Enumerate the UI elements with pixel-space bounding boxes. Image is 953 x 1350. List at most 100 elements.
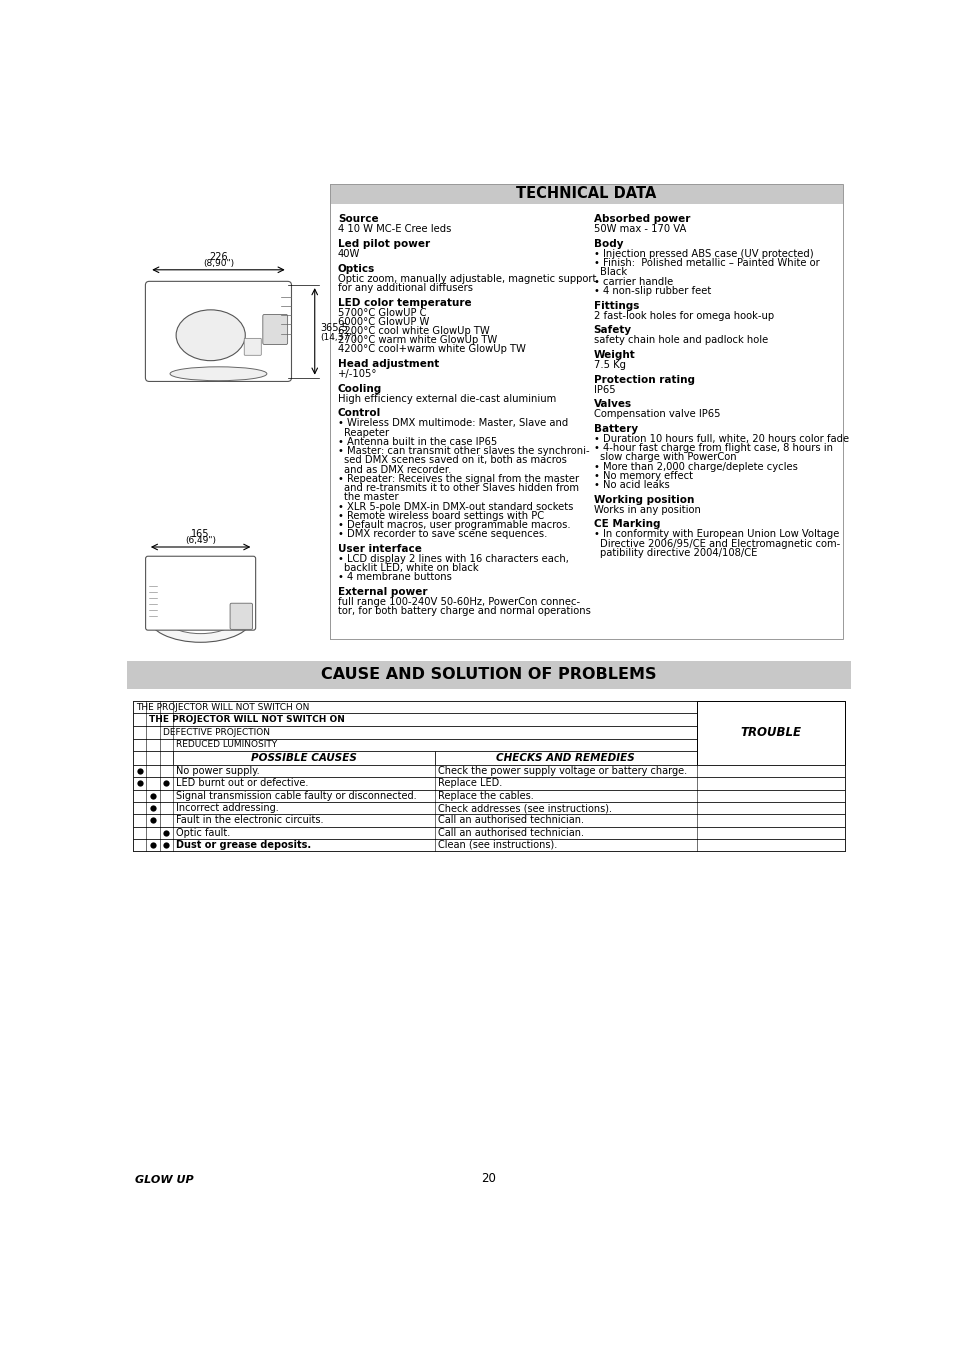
Text: LED burnt out or defective.: LED burnt out or defective. (175, 779, 308, 788)
Text: GLOW UP: GLOW UP (134, 1174, 193, 1184)
Text: 165: 165 (192, 529, 210, 539)
Text: • Default macros, user programmable macros.: • Default macros, user programmable macr… (337, 520, 570, 531)
Bar (133, 826, 843, 838)
Text: • Injection pressed ABS case (UV protected): • Injection pressed ABS case (UV protect… (593, 248, 812, 259)
Text: Led pilot power: Led pilot power (337, 239, 430, 248)
Text: safety chain hole and padlock hole: safety chain hole and padlock hole (593, 335, 767, 346)
Text: • 4 membrane buttons: • 4 membrane buttons (337, 572, 451, 582)
Bar (133, 738, 696, 751)
Text: • More than 2,000 charge/deplete cycles: • More than 2,000 charge/deplete cycles (593, 462, 797, 471)
Text: Fittings: Fittings (593, 301, 639, 310)
Text: • 4 non-slip rubber feet: • 4 non-slip rubber feet (593, 286, 710, 296)
Text: Black: Black (599, 267, 626, 278)
Text: Optic zoom, manually adjustable, magnetic support: Optic zoom, manually adjustable, magneti… (337, 274, 596, 284)
Text: 2 fast-look holes for omega hook-up: 2 fast-look holes for omega hook-up (593, 310, 773, 320)
Text: • Finish:  Polished metallic – Painted White or: • Finish: Polished metallic – Painted Wh… (593, 258, 819, 269)
Text: 226: 226 (209, 252, 228, 262)
Text: for any additional diffusers: for any additional diffusers (337, 284, 473, 293)
Bar (330, 184, 842, 640)
FancyBboxPatch shape (244, 339, 261, 355)
Text: Signal transmission cable faulty or disconnected.: Signal transmission cable faulty or disc… (175, 791, 416, 801)
Text: Replace the cables.: Replace the cables. (437, 791, 533, 801)
Text: TECHNICAL DATA: TECHNICAL DATA (516, 186, 656, 201)
Bar (133, 838, 843, 850)
Text: Absorbed power: Absorbed power (593, 215, 689, 224)
Bar (133, 802, 843, 814)
Text: Protection rating: Protection rating (593, 374, 694, 385)
Text: Cooling: Cooling (337, 383, 381, 394)
Text: User interface: User interface (337, 544, 421, 554)
Text: slow charge with PowerCon: slow charge with PowerCon (599, 452, 736, 462)
Bar (133, 765, 843, 778)
Ellipse shape (170, 367, 267, 381)
Ellipse shape (148, 590, 253, 643)
Text: • carrier handle: • carrier handle (593, 277, 672, 286)
Text: backlit LED, white on black: backlit LED, white on black (344, 563, 478, 574)
Bar (696, 701, 843, 765)
Text: LED color temperature: LED color temperature (337, 297, 471, 308)
Text: • No acid leaks: • No acid leaks (593, 481, 669, 490)
Text: the master: the master (344, 493, 398, 502)
Text: Valves: Valves (593, 400, 631, 409)
Text: POSSIBLE CAUSES: POSSIBLE CAUSES (251, 753, 356, 763)
Text: 6000°C GlowUP W: 6000°C GlowUP W (337, 317, 429, 327)
Bar (133, 814, 843, 826)
Bar (127, 662, 850, 688)
Text: Source: Source (337, 215, 378, 224)
Text: REDUCED LUMINOSITY: REDUCED LUMINOSITY (175, 740, 276, 749)
Text: 40W: 40W (337, 248, 360, 259)
Text: Call an authorised technician.: Call an authorised technician. (437, 815, 583, 825)
Text: • Antenna built in the case IP65: • Antenna built in the case IP65 (337, 437, 497, 447)
Text: Optic fault.: Optic fault. (175, 828, 230, 837)
Text: Clean (see instructions).: Clean (see instructions). (437, 840, 557, 850)
Text: High efficiency external die-cast aluminium: High efficiency external die-cast alumin… (337, 394, 556, 404)
Text: TROUBLE: TROUBLE (740, 726, 801, 740)
Bar (133, 790, 843, 802)
Text: Head adjustment: Head adjustment (337, 359, 438, 369)
Text: Reapeter: Reapeter (344, 428, 389, 437)
Text: DEFECTIVE PROJECTION: DEFECTIVE PROJECTION (162, 728, 270, 737)
Text: No power supply.: No power supply. (175, 765, 259, 776)
Bar (435, 751, 696, 765)
Text: 50W max - 170 VA: 50W max - 170 VA (593, 224, 685, 235)
FancyBboxPatch shape (262, 315, 287, 344)
Text: sed DMX scenes saved on it, both as macros: sed DMX scenes saved on it, both as macr… (344, 455, 566, 466)
Text: 7.5 Kg: 7.5 Kg (593, 360, 625, 370)
Text: • Repeater: Receives the signal from the master: • Repeater: Receives the signal from the… (337, 474, 578, 483)
Text: (14,37"): (14,37") (320, 333, 356, 342)
Text: CAUSE AND SOLUTION OF PROBLEMS: CAUSE AND SOLUTION OF PROBLEMS (321, 667, 656, 682)
Ellipse shape (176, 310, 245, 360)
Text: CE Marking: CE Marking (593, 520, 659, 529)
Text: and as DMX recorder.: and as DMX recorder. (344, 464, 451, 475)
Text: and re-transmits it to other Slaves hidden from: and re-transmits it to other Slaves hidd… (344, 483, 578, 493)
Text: 4 10 W MC-E Cree leds: 4 10 W MC-E Cree leds (337, 224, 451, 235)
Text: • In conformity with European Union Low Voltage: • In conformity with European Union Low … (593, 529, 838, 539)
Text: External power: External power (337, 587, 427, 597)
Text: 20: 20 (481, 1172, 496, 1184)
Bar (133, 778, 843, 790)
Text: THE PROJECTOR WILL NOT SWITCH ON: THE PROJECTOR WILL NOT SWITCH ON (136, 702, 310, 711)
Text: • DMX recorder to save scene sequences.: • DMX recorder to save scene sequences. (337, 529, 547, 539)
Text: 365,5: 365,5 (320, 323, 348, 332)
Text: Call an authorised technician.: Call an authorised technician. (437, 828, 583, 837)
Text: Optics: Optics (337, 263, 375, 274)
Text: Directive 2006/95/CE and Electromagnetic com-: Directive 2006/95/CE and Electromagnetic… (599, 539, 840, 548)
Text: Works in any position: Works in any position (593, 505, 700, 514)
FancyBboxPatch shape (145, 281, 292, 382)
Text: Incorrect addressing.: Incorrect addressing. (175, 803, 278, 813)
Text: Working position: Working position (593, 494, 693, 505)
Text: full range 100-240V 50-60Hz, PowerCon connec-: full range 100-240V 50-60Hz, PowerCon co… (337, 597, 579, 608)
Bar (172, 751, 435, 765)
Ellipse shape (164, 599, 237, 633)
Text: • Remote wireless board settings with PC: • Remote wireless board settings with PC (337, 510, 543, 521)
Text: Body: Body (593, 239, 622, 248)
Text: • LCD display 2 lines with 16 characters each,: • LCD display 2 lines with 16 characters… (337, 554, 568, 564)
Bar (133, 726, 696, 738)
FancyBboxPatch shape (230, 603, 253, 629)
Text: Control: Control (337, 409, 380, 418)
Text: Battery: Battery (593, 424, 637, 433)
Text: Safety: Safety (593, 325, 631, 335)
Text: IP65: IP65 (593, 385, 615, 394)
Text: Fault in the electronic circuits.: Fault in the electronic circuits. (175, 815, 323, 825)
Text: Dust or grease deposits.: Dust or grease deposits. (175, 840, 311, 850)
